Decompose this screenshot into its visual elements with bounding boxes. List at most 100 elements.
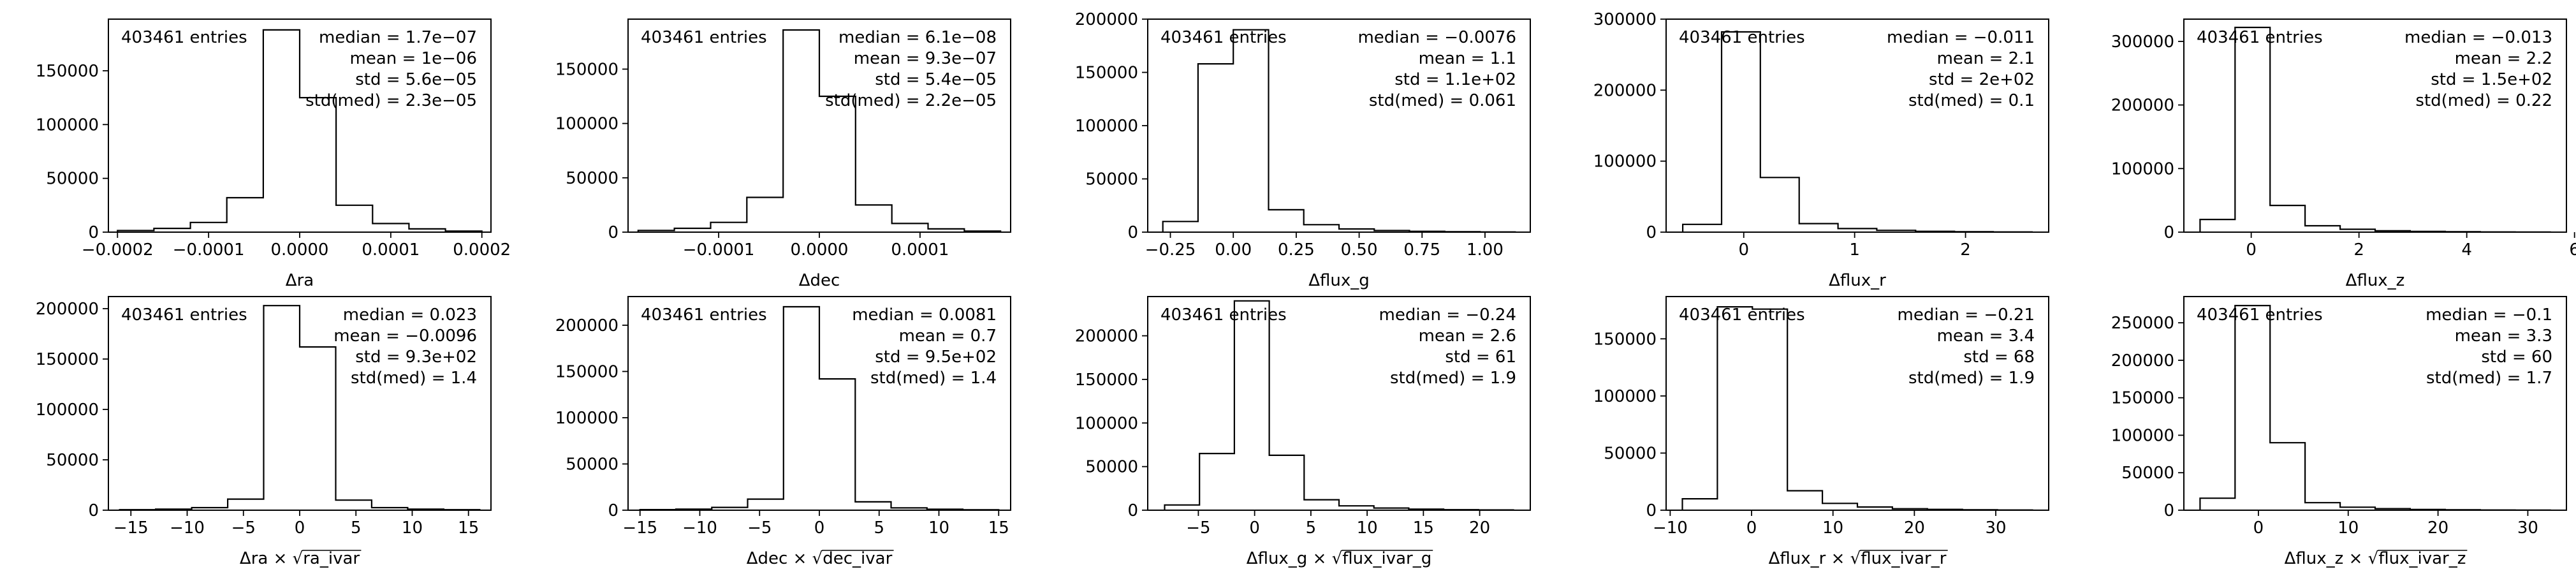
x-tick-label: 10 — [402, 518, 423, 538]
y-tick-label: 150000 — [36, 62, 99, 81]
histogram-bin — [1233, 30, 1268, 232]
y-tick-label: 200000 — [1593, 81, 1657, 100]
y-tick-label: 150000 — [2111, 389, 2174, 408]
histogram-bin — [892, 223, 928, 232]
stats-line: median = −0.24 — [1379, 305, 1516, 325]
x-tick-label: 15 — [988, 518, 1009, 538]
stats-line: std(med) = 2.2e−05 — [825, 91, 997, 110]
x-tick-label: 10 — [1357, 518, 1378, 538]
x-tick-label: 0.0000 — [271, 240, 329, 260]
x-tick-label: −10 — [170, 518, 205, 538]
histogram-panel-3: −0.25 0.00 0.25 0.50 0.75 1.00 0 50000 100000 150… — [1075, 10, 1531, 290]
y-tick-label: 0 — [1127, 223, 1138, 242]
histogram-bin — [748, 499, 784, 510]
x-axis-label-part: flux_ivar_z — [2378, 549, 2466, 568]
histogram-bin — [1165, 505, 1200, 510]
histogram-bin — [1304, 500, 1339, 510]
x-axis-label-part: flux_ivar_g — [1342, 549, 1431, 568]
entries-count-label: 403461 entries — [121, 28, 247, 47]
stats-line: median = 0.0081 — [852, 305, 997, 325]
x-axis-label-part: × — [2343, 549, 2367, 568]
x-tick-label: 0.75 — [1403, 240, 1440, 260]
stats-line: std(med) = 1.9 — [1390, 369, 1516, 388]
histogram-bin — [1722, 32, 1760, 232]
x-axis-label-part: × — [268, 549, 292, 568]
x-tick-label: 0.0000 — [791, 240, 849, 260]
y-tick-label: 100000 — [555, 115, 618, 134]
y-tick-label: 100000 — [36, 115, 99, 135]
x-axis-label: Δdec — [799, 271, 840, 290]
histogram-step-line — [637, 29, 1002, 232]
x-tick-label: 0 — [1249, 518, 1260, 538]
stats-line: mean = −0.0096 — [333, 327, 477, 346]
y-tick-label: 200000 — [36, 300, 99, 319]
y-tick-label: 300000 — [2111, 33, 2174, 52]
stats-line: std = 60 — [2481, 348, 2552, 367]
y-tick-label: 0 — [1646, 223, 1657, 242]
y-tick-label: 0 — [88, 501, 99, 520]
x-tick-label: 10 — [928, 518, 949, 538]
x-axis-label-part: ra_ivar — [303, 549, 360, 568]
stats-line: std = 1.1e+02 — [1394, 70, 1516, 89]
x-axis-label: Δflux_z — [2346, 271, 2405, 290]
x-tick-label: 1.00 — [1467, 240, 1504, 260]
x-tick-label: 1 — [1849, 240, 1860, 260]
y-tick-label: 0 — [1127, 501, 1138, 520]
stats-line: std(med) = 1.4 — [351, 369, 477, 388]
axes-frame — [2183, 18, 2567, 233]
stats-line: mean = 1.1 — [1419, 49, 1516, 68]
stats-line: std = 9.5e+02 — [875, 348, 997, 367]
y-tick-label: 0 — [1646, 501, 1657, 520]
x-axis-label-part: Δflux_z — [2285, 549, 2344, 568]
x-tick-label: −0.0001 — [683, 240, 755, 260]
histogram-bin — [2235, 305, 2270, 510]
histogram-bin — [1683, 224, 1722, 232]
histogram-bin — [1799, 224, 1838, 232]
histogram-bin — [1234, 301, 1270, 510]
histogram-panel-4: 0 1 2 0 100000 200000 300000 403461 entries medi… — [1593, 10, 2049, 290]
x-tick-label: 5 — [874, 518, 884, 538]
histogram-bin — [1760, 177, 1799, 232]
histogram-bin — [300, 98, 336, 232]
x-tick-label: 0.50 — [1341, 240, 1378, 260]
x-tick-label: 0 — [1746, 518, 1757, 538]
histogram-step-line — [639, 305, 1000, 511]
entries-count-label: 403461 entries — [641, 305, 767, 325]
y-tick-label: 100000 — [1593, 152, 1657, 172]
entries-count-label: 403461 entries — [2197, 305, 2323, 325]
x-tick-label: 10 — [2338, 518, 2359, 538]
y-tick-label: 150000 — [1075, 371, 1138, 390]
histogram-bin — [2200, 219, 2235, 232]
stats-line: std(med) = 2.3e−05 — [305, 91, 477, 110]
stats-line: median = 1.7e−07 — [319, 28, 477, 47]
y-tick-label: 100000 — [1075, 117, 1138, 136]
histogram-bin — [819, 379, 855, 510]
entries-count-label: 403461 entries — [1679, 305, 1805, 325]
x-axis-label-part: × — [1826, 549, 1850, 568]
y-tick-label: 50000 — [46, 451, 99, 470]
stats-line: mean = 3.3 — [2455, 327, 2552, 346]
x-axis-label: Δra × √ra_ivar — [240, 549, 360, 568]
y-tick-label: 100000 — [1075, 414, 1138, 433]
stats-line: std(med) = 0.061 — [1369, 91, 1516, 110]
stats-line: median = −0.1 — [2426, 305, 2552, 325]
histogram-bin — [1199, 453, 1234, 510]
entries-count-label: 403461 entries — [641, 28, 767, 47]
x-axis-label-part: Δflux_r — [1769, 549, 1826, 568]
axes-frame — [1665, 296, 2049, 511]
stats-line: mean = 9.3e−07 — [854, 49, 997, 68]
stats-line: median = −0.011 — [1887, 28, 2035, 47]
x-tick-label: −0.0001 — [173, 240, 245, 260]
stats-line: median = 0.023 — [343, 305, 477, 325]
histogram-bin — [855, 502, 891, 510]
histogram-bin — [227, 198, 263, 232]
x-axis-label-part: flux_ivar_r — [1861, 549, 1946, 568]
histogram-bin — [2305, 226, 2340, 232]
x-tick-label: −10 — [682, 518, 717, 538]
histogram-bin — [819, 96, 856, 232]
y-tick-label: 150000 — [36, 350, 99, 369]
y-tick-label: 150000 — [555, 60, 618, 79]
histogram-panel-7: −15 −10 −5 0 5 10 15 0 50000 100000 150000 200000 40… — [555, 296, 1011, 568]
histogram-bin — [856, 205, 892, 232]
histogram-bin — [2200, 498, 2235, 510]
